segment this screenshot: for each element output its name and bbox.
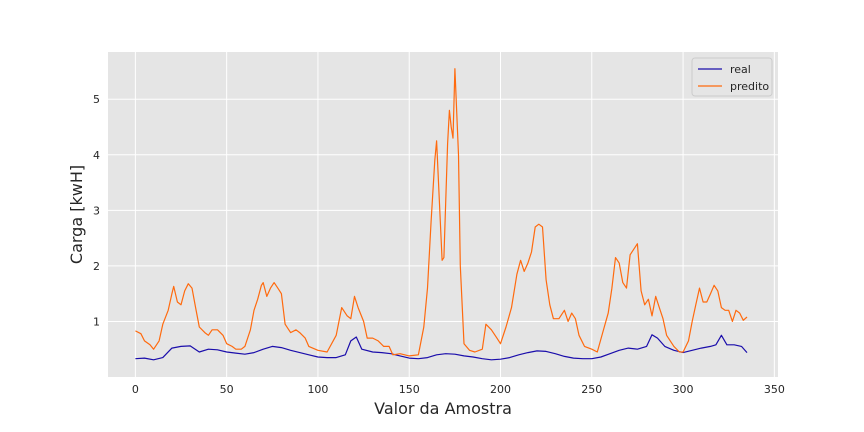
x-tick-label: 350 [764, 383, 785, 396]
x-tick-labels: 0 50 100 150 200 250 300 350 [132, 383, 785, 396]
x-tick-label: 250 [581, 383, 602, 396]
legend-label-real: real [730, 63, 751, 76]
series-line-predito [135, 68, 748, 357]
x-tick-label: 200 [490, 383, 511, 396]
y-tick-label: 2 [93, 260, 100, 273]
y-tick-labels: 1 2 3 4 5 [93, 93, 100, 328]
x-tick-label: 100 [307, 383, 328, 396]
x-tick-label: 0 [132, 383, 139, 396]
grid [108, 52, 778, 377]
plot-background [108, 52, 778, 377]
legend-label-predito: predito [730, 80, 769, 93]
legend: real predito [691, 57, 773, 97]
x-tick-label: 150 [399, 383, 420, 396]
x-tick-label: 300 [673, 383, 694, 396]
x-axis-label: Valor da Amostra [374, 399, 512, 418]
x-tick-label: 50 [220, 383, 234, 396]
y-tick-label: 5 [93, 93, 100, 106]
y-tick-label: 1 [93, 315, 100, 328]
series-layer [135, 68, 748, 361]
y-axis-label: Carga [kwH] [67, 165, 86, 264]
y-tick-label: 3 [93, 204, 100, 217]
y-tick-label: 4 [93, 149, 100, 162]
series-line-real [135, 334, 748, 361]
